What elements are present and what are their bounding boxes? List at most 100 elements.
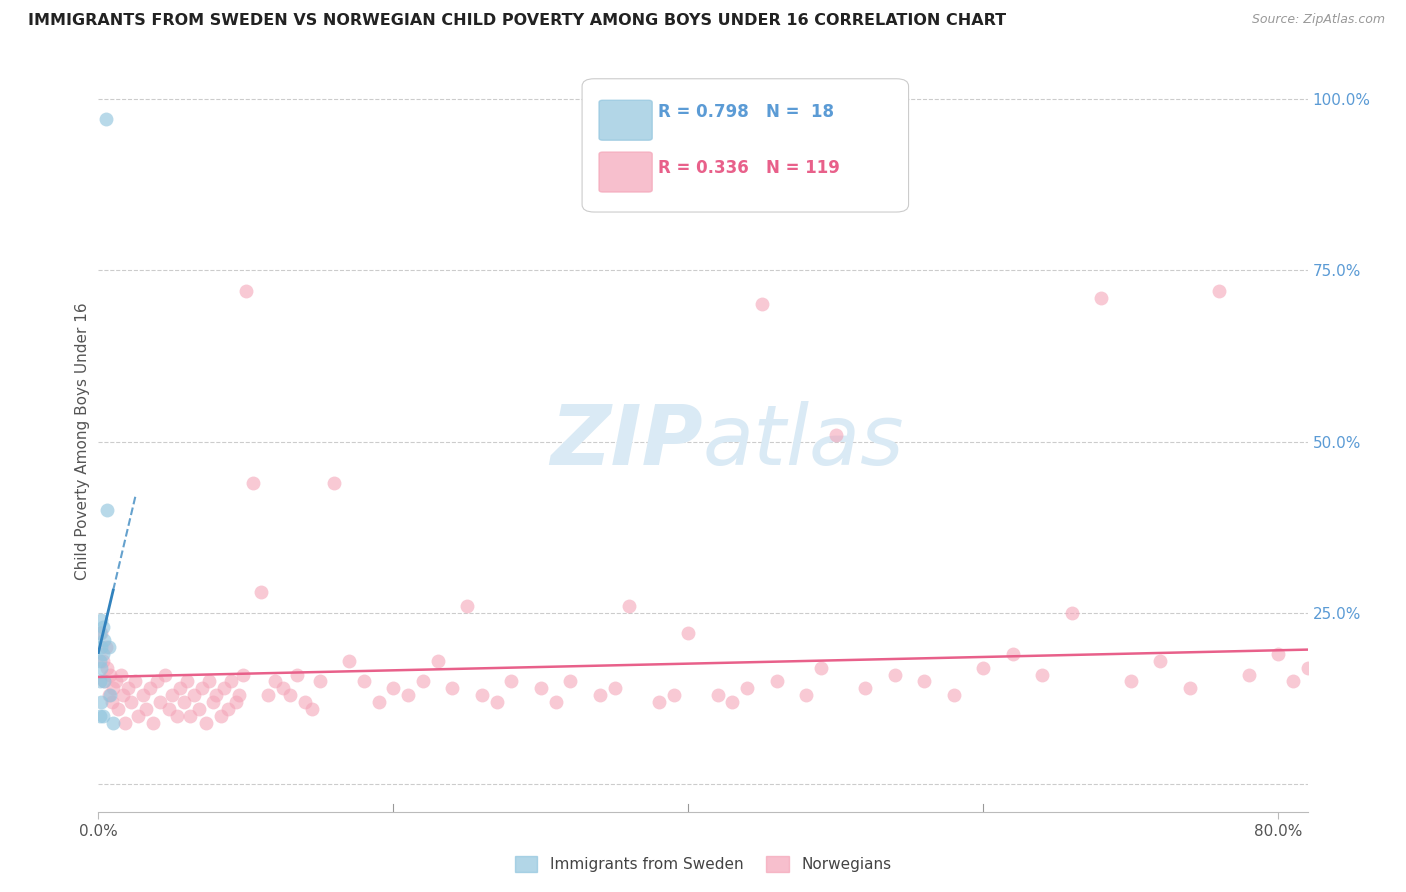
Point — [721, 695, 744, 709]
Point — [232, 667, 254, 681]
Point — [353, 674, 375, 689]
Point — [1178, 681, 1201, 696]
Point — [146, 674, 169, 689]
Point — [662, 688, 685, 702]
Point — [287, 667, 309, 681]
Point — [735, 681, 758, 696]
Point — [157, 702, 180, 716]
Text: ZIP: ZIP — [550, 401, 703, 482]
Point — [1385, 674, 1406, 689]
Point — [90, 695, 112, 709]
Point — [205, 688, 228, 702]
Point — [1119, 674, 1142, 689]
Point — [1355, 654, 1378, 668]
Point — [412, 674, 434, 689]
Point — [117, 681, 139, 696]
Point — [530, 681, 553, 696]
Point — [97, 688, 120, 702]
Point — [202, 695, 225, 709]
Point — [94, 640, 117, 655]
Point — [93, 674, 115, 689]
Point — [212, 681, 235, 696]
Point — [187, 702, 209, 716]
Point — [225, 695, 247, 709]
Point — [301, 702, 323, 716]
Point — [179, 708, 201, 723]
Point — [183, 688, 205, 702]
Point — [91, 654, 114, 668]
Point — [853, 681, 876, 696]
Point — [706, 688, 728, 702]
Point — [93, 674, 115, 689]
Point — [217, 702, 239, 716]
Point — [257, 688, 280, 702]
Point — [97, 640, 120, 655]
Point — [173, 695, 195, 709]
Y-axis label: Child Poverty Among Boys Under 16: Child Poverty Among Boys Under 16 — [75, 302, 90, 581]
Point — [271, 681, 294, 696]
Point — [1001, 647, 1024, 661]
Point — [89, 654, 111, 668]
Point — [98, 667, 121, 681]
Point — [195, 715, 218, 730]
Point — [242, 475, 264, 490]
Legend: Immigrants from Sweden, Norwegians: Immigrants from Sweden, Norwegians — [509, 850, 897, 878]
Point — [127, 708, 149, 723]
Point — [90, 626, 112, 640]
Point — [1267, 647, 1289, 661]
Point — [589, 688, 612, 702]
Point — [441, 681, 464, 696]
Point — [120, 695, 142, 709]
Point — [209, 708, 232, 723]
Point — [90, 613, 112, 627]
Point — [471, 688, 494, 702]
Point — [456, 599, 478, 613]
Point — [426, 654, 449, 668]
Point — [90, 640, 112, 655]
Point — [544, 695, 567, 709]
Point — [124, 674, 146, 689]
Point — [883, 667, 905, 681]
Point — [1237, 667, 1260, 681]
Point — [1060, 606, 1083, 620]
Point — [1282, 674, 1305, 689]
Point — [1208, 284, 1230, 298]
FancyBboxPatch shape — [599, 152, 652, 192]
Point — [160, 688, 183, 702]
Point — [139, 681, 162, 696]
Point — [219, 674, 242, 689]
Point — [149, 695, 172, 709]
Point — [98, 688, 121, 702]
Point — [367, 695, 389, 709]
Point — [96, 503, 118, 517]
Point — [94, 112, 117, 127]
Point — [91, 647, 114, 661]
Text: Source: ZipAtlas.com: Source: ZipAtlas.com — [1251, 13, 1385, 27]
Point — [912, 674, 935, 689]
Point — [382, 681, 405, 696]
Point — [396, 688, 419, 702]
Point — [294, 695, 316, 709]
Point — [619, 599, 641, 613]
Point — [485, 695, 508, 709]
Text: IMMIGRANTS FROM SWEDEN VS NORWEGIAN CHILD POVERTY AMONG BOYS UNDER 16 CORRELATIO: IMMIGRANTS FROM SWEDEN VS NORWEGIAN CHIL… — [28, 13, 1007, 29]
Point — [249, 585, 271, 599]
Point — [972, 661, 994, 675]
FancyBboxPatch shape — [582, 78, 908, 212]
Point — [135, 702, 157, 716]
Point — [264, 674, 287, 689]
Point — [942, 688, 965, 702]
Point — [1031, 667, 1053, 681]
Point — [323, 475, 346, 490]
Point — [1310, 681, 1333, 696]
Point — [90, 661, 112, 675]
Point — [91, 708, 114, 723]
Point — [794, 688, 817, 702]
Point — [101, 681, 124, 696]
Point — [751, 297, 773, 311]
Point — [190, 681, 212, 696]
Point — [1399, 743, 1406, 757]
Point — [1326, 667, 1348, 681]
Point — [235, 284, 257, 298]
Point — [648, 695, 671, 709]
